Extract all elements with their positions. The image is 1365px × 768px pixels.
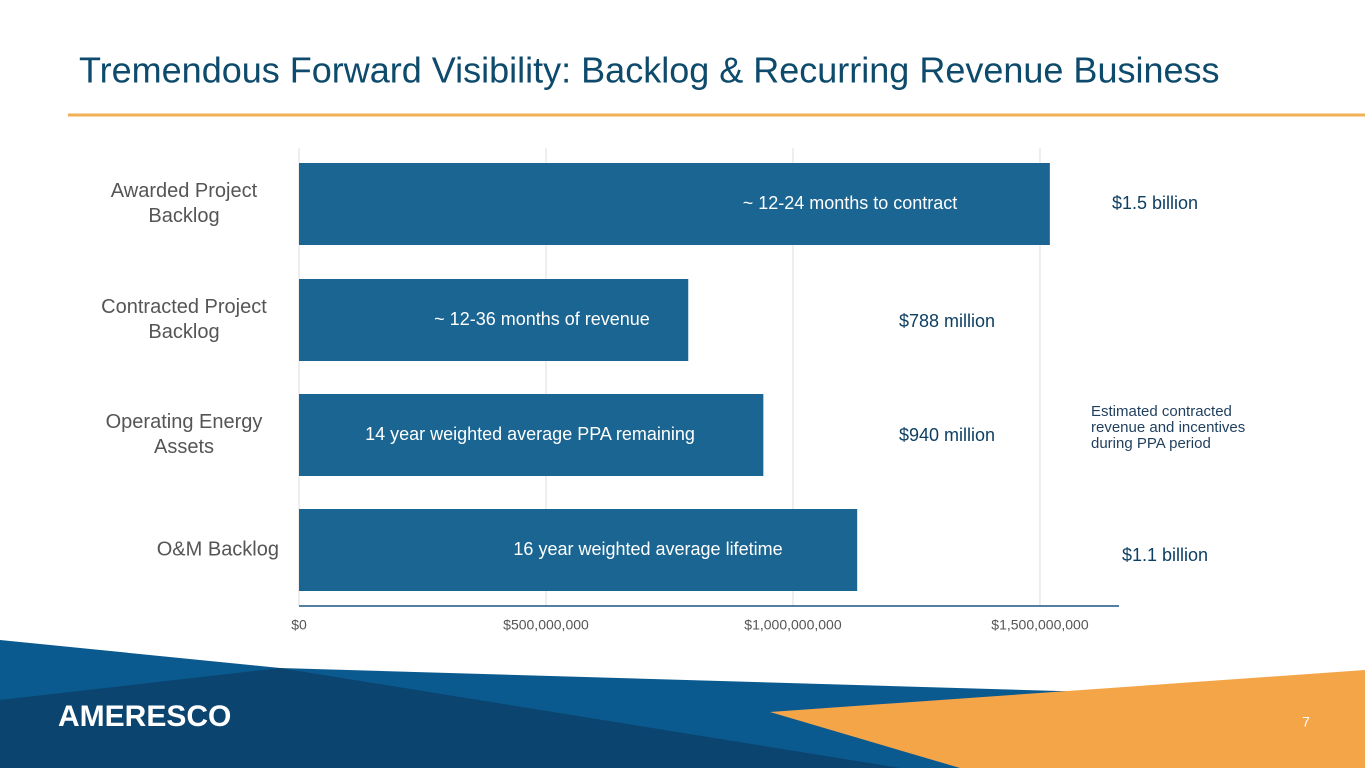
value-label: $1.5 billion xyxy=(1112,193,1198,213)
footer-accent xyxy=(770,670,1365,768)
x-tick-label: $1,000,000,000 xyxy=(744,617,842,633)
page-number: 7 xyxy=(1302,714,1310,730)
category-label-box: Operating Energy Assets xyxy=(79,410,279,460)
x-tick-label: $0 xyxy=(291,617,307,633)
logo: AMERESCO xyxy=(58,700,231,733)
category-label-box: Awarded Project Backlog xyxy=(79,179,279,229)
x-tick-label: $1,500,000,000 xyxy=(991,617,1089,633)
bar xyxy=(299,509,858,591)
category-label: Operating Energy Assets xyxy=(105,411,263,458)
bar-annotation: ~ 12-36 months of revenue xyxy=(434,309,650,329)
value-label: $940 million xyxy=(899,425,995,445)
bar-annotation: 14 year weighted average PPA remaining xyxy=(365,424,695,444)
bar xyxy=(299,163,1050,245)
category-label: O&M Backlog xyxy=(156,538,279,561)
category-label: Awarded Project Backlog xyxy=(110,180,258,227)
value-label: $1.1 billion xyxy=(1122,545,1208,565)
annotation: Estimated contracted revenue and incenti… xyxy=(1091,403,1246,452)
slide-title: Tremendous Forward Visibility: Backlog &… xyxy=(79,50,1220,91)
x-tick-label: $500,000,000 xyxy=(503,617,589,633)
category-label-box: O&M Backlog xyxy=(79,538,279,563)
value-label: $788 million xyxy=(899,311,995,331)
bar xyxy=(299,394,764,476)
bar-annotation: 16 year weighted average lifetime xyxy=(513,539,782,559)
bar xyxy=(299,279,689,361)
category-label-box: Contracted Project Backlog xyxy=(79,295,279,345)
bar-annotation: ~ 12-24 months to contract xyxy=(743,193,958,213)
footer-shade xyxy=(0,668,900,768)
category-label: Contracted Project Backlog xyxy=(101,296,267,343)
